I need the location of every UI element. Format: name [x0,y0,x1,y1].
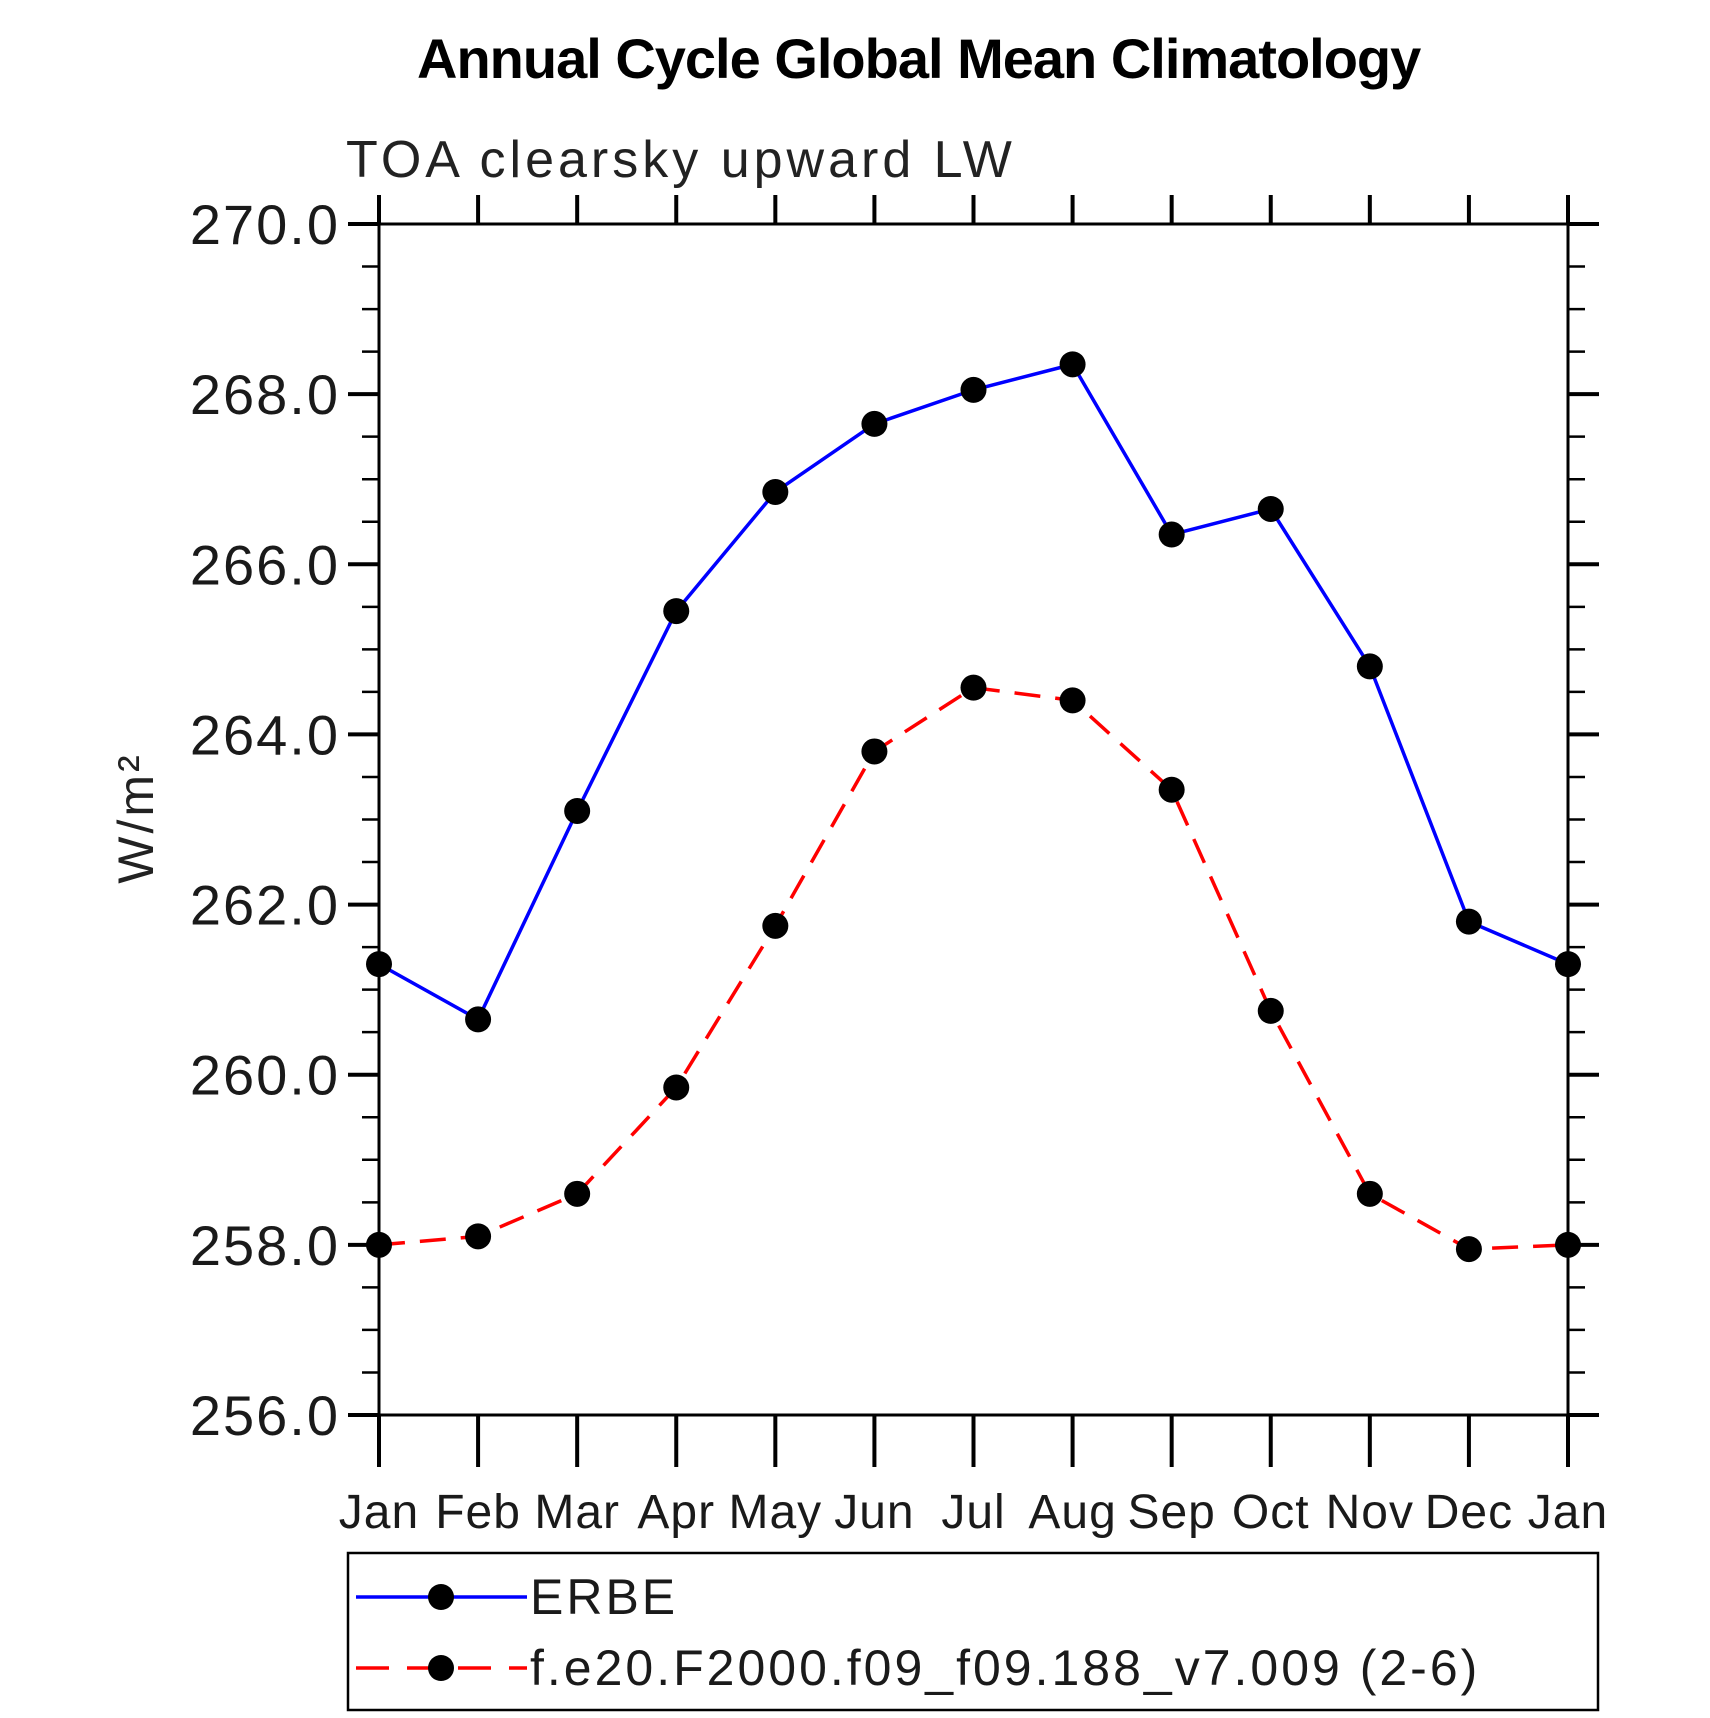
x-axis-month-label: Jan [339,1486,419,1539]
data-point-erbe-0 [366,951,392,978]
chart-subtitle: TOA clearsky upward LW [346,131,1016,189]
x-axis-month-label: Oct [1232,1486,1310,1539]
data-point-model-4 [762,912,789,939]
data-point-model-6 [960,674,987,701]
plot-frame [377,222,1570,1417]
x-axis-month-label: Sep [1127,1486,1215,1539]
data-point-erbe-9 [1257,495,1284,522]
data-point-model-1 [465,1223,492,1250]
x-axis-month-label: Dec [1425,1486,1513,1539]
y-axis-tick-label: 258.0 [190,1214,340,1277]
series-line-model [378,685,1569,1251]
x-axis-month-label: May [728,1486,822,1539]
x-axis-month-label: Jan [1528,1486,1608,1539]
data-point-erbe-7 [1059,351,1086,378]
legend-marker [428,1655,454,1681]
data-point-model-0 [366,1231,392,1258]
data-point-erbe-1 [465,1006,492,1033]
data-point-model-5 [861,738,888,765]
data-point-erbe-6 [960,376,987,403]
data-point-erbe-12 [1555,951,1581,978]
y-axis-tick-label: 264.0 [190,703,340,766]
data-point-model-8 [1158,776,1185,803]
data-point-model-2 [564,1180,591,1207]
chart-title: Annual Cycle Global Mean Climatology [417,27,1421,90]
y-axis-tick-label: 262.0 [190,874,340,937]
x-axis-month-label: Nov [1326,1486,1414,1539]
x-axis-month-label: Jun [834,1486,914,1539]
data-point-erbe-2 [564,797,591,824]
x-axis-month-label: Mar [534,1486,620,1539]
x-axis-month-label: Aug [1028,1486,1116,1539]
data-point-erbe-4 [762,478,789,505]
x-axis-month-label: Feb [435,1486,521,1539]
y-axis-tick-label: 256.0 [190,1384,340,1447]
y-axis-tick-label: 260.0 [190,1044,340,1107]
legend-entry-label: ERBE [530,1569,678,1625]
data-point-erbe-3 [663,598,690,625]
data-point-erbe-11 [1455,908,1482,935]
data-point-erbe-8 [1158,521,1185,548]
data-point-model-7 [1059,687,1086,714]
y-axis-tick-label: 268.0 [190,363,340,426]
x-axis-month-label: Apr [637,1486,715,1539]
data-point-model-3 [663,1074,690,1101]
data-point-model-10 [1356,1180,1383,1207]
legend-entry-label: f.e20.F2000.f09_f09.188_v7.009 (2-6) [530,1640,1480,1696]
x-axis-month-label: Jul [941,1486,1005,1539]
y-axis-tick-label: 266.0 [190,533,340,596]
legend-box [346,1551,1600,1712]
data-point-model-11 [1455,1236,1482,1263]
legend-marker [428,1584,454,1610]
data-point-model-12 [1555,1231,1581,1258]
data-point-erbe-5 [861,410,888,437]
data-point-erbe-10 [1356,653,1383,680]
y-axis-tick-label: 270.0 [190,193,340,256]
data-point-model-9 [1257,997,1284,1024]
